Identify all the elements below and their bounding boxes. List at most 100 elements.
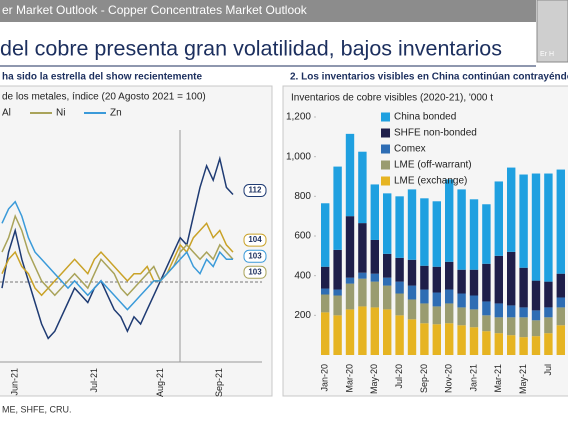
bar-segment xyxy=(345,216,355,278)
bar-segment xyxy=(519,267,528,308)
webcam xyxy=(537,0,568,62)
bar-segment xyxy=(345,133,355,217)
chart-subtitle: de los metales, índice (20 Agosto 2021 =… xyxy=(2,92,206,103)
bar-segment xyxy=(395,281,404,294)
legend-label: Ni xyxy=(56,108,65,119)
legend-label: Comex xyxy=(394,144,426,155)
bar-segment xyxy=(321,294,330,313)
bar-segment xyxy=(556,325,565,355)
legend-swatch xyxy=(381,128,390,138)
bar-segment xyxy=(395,257,404,282)
bar-segment xyxy=(370,307,379,355)
x-tick-label: Jan-21 xyxy=(468,364,478,392)
x-tick-label: Sep-21 xyxy=(214,368,224,397)
legend-label: China bonded xyxy=(394,112,456,123)
bar-segment xyxy=(531,320,541,337)
bar-segment xyxy=(445,303,454,324)
bar-segment xyxy=(469,199,479,270)
series-line xyxy=(1,200,233,311)
bar-segment xyxy=(333,295,342,316)
bar-segment xyxy=(556,169,565,274)
bar-segment xyxy=(407,259,417,286)
bar-segment xyxy=(457,189,466,270)
bar-segment xyxy=(544,333,553,355)
bar-segment xyxy=(445,323,454,355)
x-tick-label: Jul xyxy=(543,364,553,376)
bar-segment xyxy=(556,273,565,298)
end-label: 103 xyxy=(248,267,262,276)
x-tick-label: Jul-21 xyxy=(89,368,99,393)
series-line xyxy=(1,221,234,297)
legend-swatch xyxy=(381,144,390,154)
bar-segment xyxy=(383,277,392,286)
x-tick-label: Jun-21 xyxy=(10,368,20,396)
bar-segment xyxy=(420,265,429,290)
bar-segment xyxy=(321,203,330,267)
bar-segment xyxy=(544,307,553,318)
x-tick-label: Jul-20 xyxy=(394,364,404,389)
y-tick-label: 1,200 xyxy=(286,112,311,123)
bar-segment xyxy=(370,184,379,240)
bar-segment xyxy=(407,189,417,260)
bar-segment xyxy=(358,306,367,355)
bar-segment xyxy=(544,281,553,308)
bar-segment xyxy=(457,293,466,308)
bar-segment xyxy=(519,317,528,338)
bar-segment xyxy=(469,309,479,328)
left-panel xyxy=(0,85,273,397)
bar-segment xyxy=(432,306,441,325)
x-tick-label: Jan-20 xyxy=(320,364,330,392)
bar-segment xyxy=(420,323,429,355)
slide-title: del cobre presenta gran volatilidad, baj… xyxy=(0,37,502,61)
x-tick-label: Mar-20 xyxy=(344,364,354,393)
legend-swatch xyxy=(381,176,390,186)
bar-segment xyxy=(420,289,429,304)
bar-segment xyxy=(556,307,565,326)
end-label: 104 xyxy=(248,235,262,244)
x-tick-label: Aug-21 xyxy=(155,368,165,397)
bar-segment xyxy=(333,166,342,250)
bar-segment xyxy=(333,249,342,290)
y-tick-label: 400 xyxy=(294,270,311,281)
bar-segment xyxy=(333,315,342,355)
bar-segment xyxy=(482,301,491,316)
bar-segment xyxy=(494,181,503,256)
bar-segment xyxy=(321,312,330,355)
series-line xyxy=(1,155,234,340)
bar-segment xyxy=(321,288,330,295)
bar-segment xyxy=(519,337,528,355)
bar-segment xyxy=(333,289,342,296)
x-tick-label: Sep-20 xyxy=(419,364,429,393)
bar-segment xyxy=(556,297,565,308)
bar-segment xyxy=(469,295,479,310)
bar-segment xyxy=(420,303,429,324)
end-label: 103 xyxy=(248,251,262,260)
bar-segment xyxy=(358,278,367,307)
bar-segment xyxy=(395,315,404,355)
panel-title: ha sido la estrella del show recientemen… xyxy=(2,72,203,83)
legend-label: LME (off-warrant) xyxy=(394,160,472,171)
bar-segment xyxy=(370,281,379,308)
bar-segment xyxy=(544,317,553,334)
legend-label: Al xyxy=(2,108,11,119)
bar-segment xyxy=(469,327,479,355)
bar-segment xyxy=(358,223,367,273)
y-tick-label: 1,000 xyxy=(286,151,311,162)
bar-segment xyxy=(358,272,367,279)
bar-segment xyxy=(494,333,503,355)
bar-segment xyxy=(445,289,454,304)
legend-swatch xyxy=(381,112,390,122)
legend-swatch xyxy=(381,160,390,170)
bar-segment xyxy=(432,292,441,307)
x-tick-label: May-20 xyxy=(369,364,379,394)
bar-segment xyxy=(395,196,404,258)
y-tick-label: 800 xyxy=(294,191,311,202)
bar-segment xyxy=(544,173,553,282)
bar-segment xyxy=(383,253,392,278)
top-bar-title: er Market Outlook - Copper Concentrates … xyxy=(2,3,308,17)
bar-segment xyxy=(457,269,466,294)
legend-label: Zn xyxy=(110,108,122,119)
bar-segment xyxy=(407,299,417,320)
